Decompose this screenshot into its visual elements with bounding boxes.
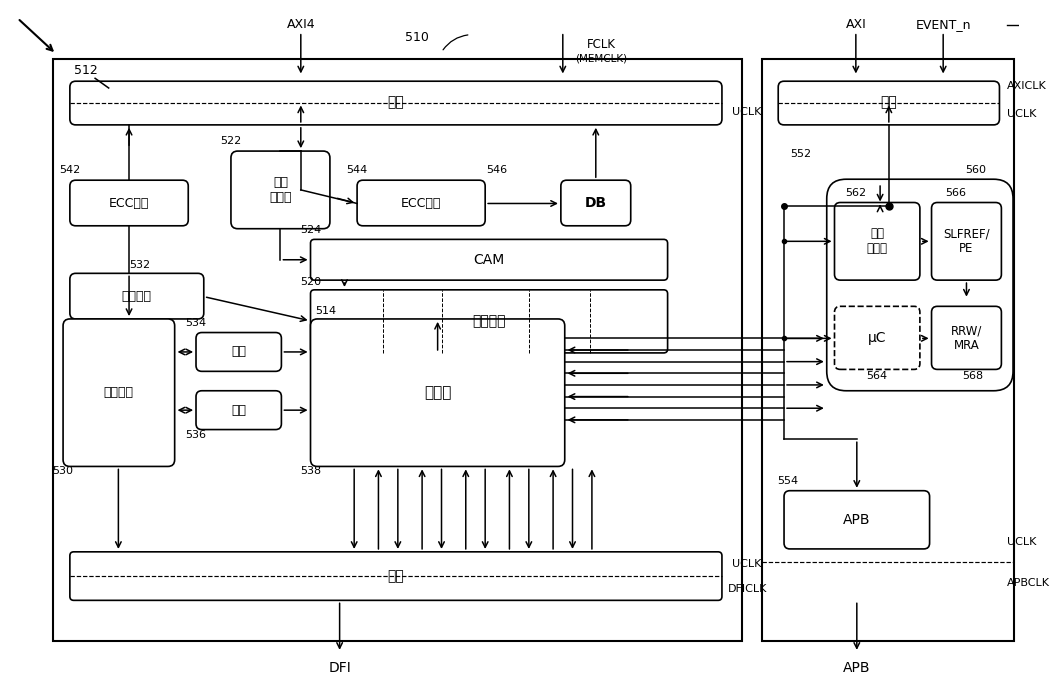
Text: ECC生成: ECC生成 [401, 197, 441, 210]
Text: 564: 564 [866, 371, 887, 382]
FancyBboxPatch shape [70, 180, 188, 226]
Text: 命令队列: 命令队列 [472, 314, 506, 328]
Text: DB: DB [585, 197, 607, 211]
Text: 510: 510 [405, 31, 429, 44]
Text: AXI4: AXI4 [287, 18, 315, 32]
FancyBboxPatch shape [931, 202, 1002, 280]
Text: 地址
生成器: 地址 生成器 [269, 176, 292, 204]
Text: APBCLK: APBCLK [1007, 578, 1050, 588]
Text: 566: 566 [945, 188, 966, 198]
Text: 522: 522 [220, 136, 242, 146]
Text: ECC检查: ECC检查 [109, 197, 149, 210]
Text: 队列: 队列 [387, 569, 404, 583]
Text: 552: 552 [790, 149, 811, 159]
Text: (MEMCLK): (MEMCLK) [575, 54, 628, 64]
Text: 532: 532 [129, 260, 150, 270]
FancyBboxPatch shape [311, 290, 668, 353]
FancyBboxPatch shape [70, 81, 722, 125]
Text: 534: 534 [186, 318, 207, 328]
FancyBboxPatch shape [784, 491, 929, 549]
Text: UCLK: UCLK [1007, 537, 1036, 547]
Text: 524: 524 [300, 225, 321, 235]
Text: 538: 538 [300, 466, 321, 476]
Text: 560: 560 [965, 165, 986, 176]
Text: 530: 530 [52, 466, 74, 476]
Text: CAM: CAM [474, 253, 505, 267]
Text: 配置
寄存器: 配置 寄存器 [866, 228, 887, 256]
Text: DFICLK: DFICLK [728, 584, 766, 594]
Text: RRW/
MRA: RRW/ MRA [951, 324, 982, 352]
Text: 536: 536 [186, 430, 207, 440]
Text: 刷新逻辑: 刷新逻辑 [122, 290, 152, 303]
Text: APB: APB [843, 662, 870, 676]
FancyBboxPatch shape [196, 332, 281, 371]
Text: 568: 568 [962, 371, 983, 382]
FancyBboxPatch shape [311, 239, 668, 280]
Text: 514: 514 [315, 306, 337, 316]
Text: FCLK: FCLK [587, 38, 616, 51]
Text: 554: 554 [777, 476, 798, 486]
Text: 544: 544 [346, 165, 367, 176]
Text: APB: APB [843, 513, 870, 527]
Text: 542: 542 [59, 165, 81, 176]
Text: 562: 562 [845, 188, 866, 198]
FancyBboxPatch shape [931, 307, 1002, 370]
Text: DFI: DFI [329, 662, 351, 676]
Text: 仲裁器: 仲裁器 [424, 385, 452, 400]
Text: AXI: AXI [845, 18, 866, 32]
FancyBboxPatch shape [196, 391, 281, 430]
Text: UCLK: UCLK [733, 559, 762, 569]
Text: 接口: 接口 [387, 96, 404, 110]
FancyBboxPatch shape [826, 179, 1013, 391]
FancyBboxPatch shape [70, 552, 722, 601]
Bar [54, 59, 742, 641]
Text: SLFREF/
PE: SLFREF/ PE [943, 228, 990, 256]
Text: 接口: 接口 [881, 96, 897, 110]
Text: UCLK: UCLK [1007, 109, 1036, 119]
Text: 重放队列: 重放队列 [103, 386, 133, 399]
FancyBboxPatch shape [231, 151, 330, 229]
Text: 页表: 页表 [231, 404, 246, 416]
Text: 定时: 定时 [231, 345, 246, 358]
FancyBboxPatch shape [835, 202, 920, 280]
Text: UCLK: UCLK [733, 107, 762, 118]
Bar [761, 59, 1014, 641]
FancyBboxPatch shape [63, 319, 174, 466]
FancyBboxPatch shape [70, 273, 204, 319]
Text: 512: 512 [74, 64, 98, 77]
FancyBboxPatch shape [835, 307, 920, 370]
FancyBboxPatch shape [561, 180, 631, 226]
FancyBboxPatch shape [778, 81, 1000, 125]
FancyBboxPatch shape [357, 180, 485, 226]
FancyBboxPatch shape [311, 319, 565, 466]
Text: EVENT_n: EVENT_n [916, 18, 971, 32]
Text: AXICLK: AXICLK [1007, 81, 1047, 91]
Text: 520: 520 [300, 277, 321, 287]
Text: μC: μC [868, 331, 886, 345]
Text: 546: 546 [486, 165, 507, 176]
